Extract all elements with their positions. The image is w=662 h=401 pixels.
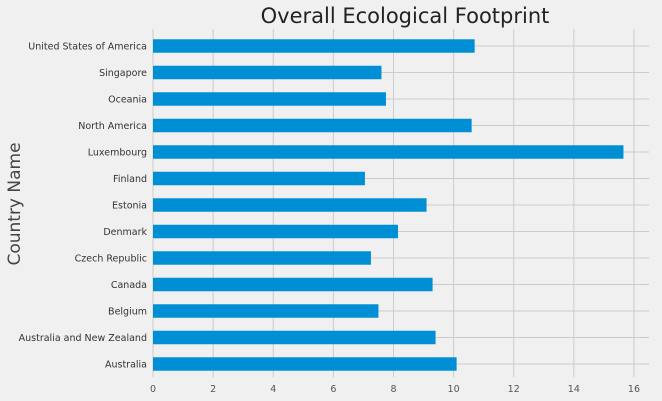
y-tick-label: Oceania (108, 95, 147, 106)
bar (153, 145, 624, 159)
x-tick-label: 16 (628, 384, 640, 395)
bar (153, 224, 398, 239)
y-tick-label: Australia (105, 360, 147, 371)
x-tick-label: 10 (448, 384, 460, 395)
x-tick-label: 14 (568, 384, 580, 395)
x-tick-label: 6 (330, 384, 336, 395)
bar (153, 277, 433, 292)
y-axis-label: Country Name (5, 142, 25, 265)
x-tick-label: 0 (150, 384, 156, 395)
x-tick-label: 2 (210, 384, 216, 395)
bar (153, 330, 436, 345)
bar (153, 198, 427, 212)
x-tick-label: 12 (508, 384, 520, 395)
y-tick-label: North America (78, 121, 147, 132)
bars (153, 39, 624, 371)
bar (153, 251, 371, 265)
x-tick-label: 8 (390, 384, 396, 395)
y-tick-label: Canada (111, 280, 147, 291)
y-tick-label: Finland (113, 174, 147, 185)
bar (153, 304, 379, 318)
bar (153, 118, 472, 133)
y-tick-label: Australia and New Zealand (19, 333, 147, 344)
bar (153, 357, 457, 371)
y-tick-label: Luxembourg (88, 148, 147, 159)
y-tick-label: Denmark (103, 227, 147, 238)
y-tick-labels: Australia Australia and New Zealand Belgiu… (19, 42, 148, 371)
y-tick-label: United States of America (28, 42, 147, 53)
y-tick-label: Estonia (112, 201, 147, 212)
y-tick-label: Belgium (108, 307, 147, 318)
x-tick-label: 4 (270, 384, 276, 395)
bar (153, 92, 386, 106)
x-tick-labels: 0 2 4 6 8 10 12 14 16 (150, 384, 640, 395)
chart-title: Overall Ecological Footprint (261, 4, 550, 28)
bar (153, 171, 365, 186)
bar (153, 65, 382, 80)
bar (153, 39, 475, 53)
y-tick-label: Czech Republic (75, 254, 147, 265)
y-tick-label: Singapore (99, 68, 147, 79)
